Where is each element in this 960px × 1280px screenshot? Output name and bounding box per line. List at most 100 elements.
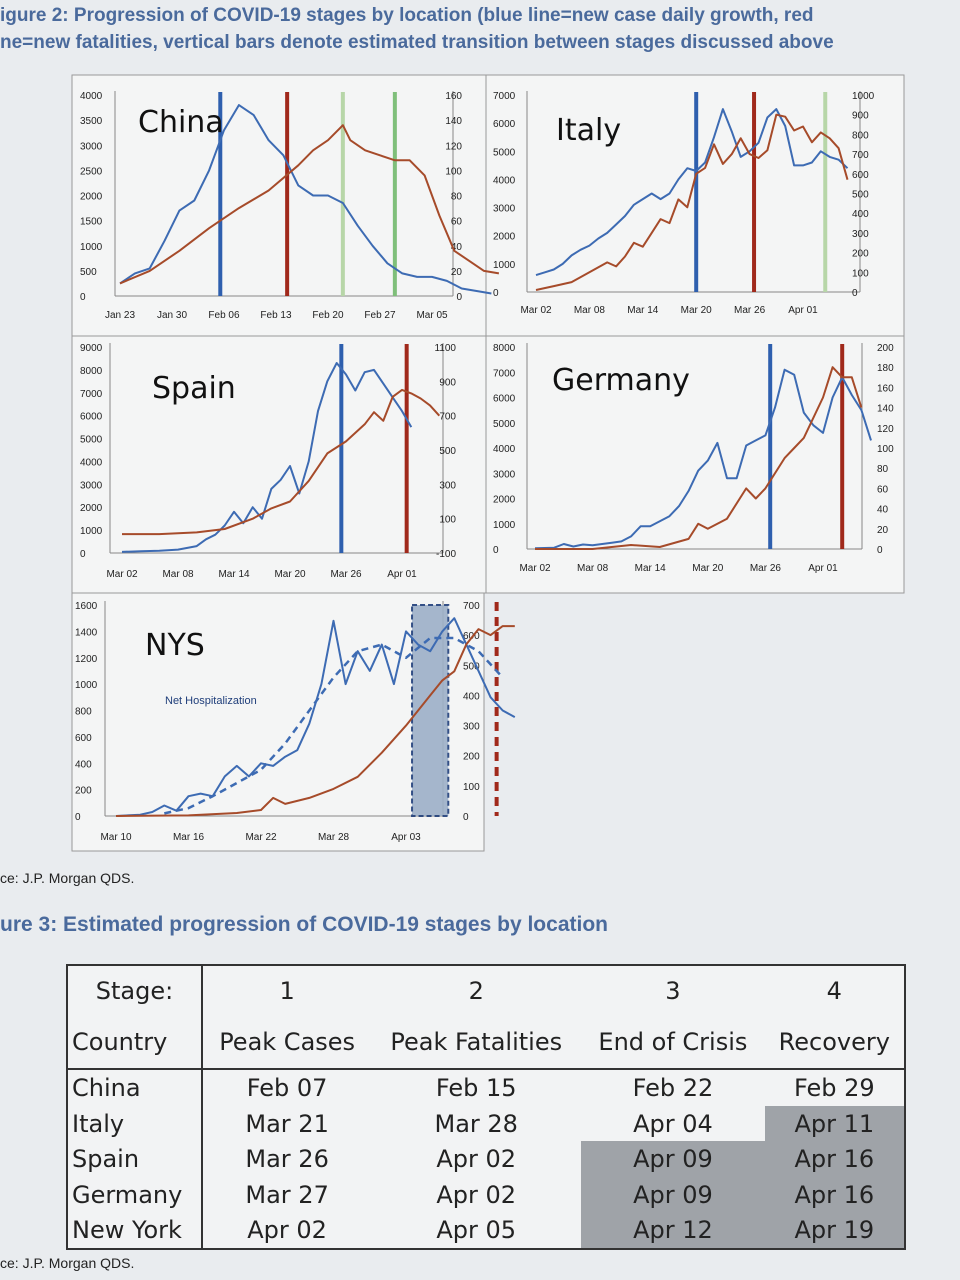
x-tick-label: Mar 08	[574, 305, 606, 316]
y-right-tick-label: 400	[463, 691, 480, 702]
stage-name: Peak Cases	[202, 1016, 372, 1070]
y-left-tick-label: 1000	[493, 520, 516, 531]
x-tick-label: Mar 05	[416, 310, 448, 321]
y-left-tick-label: 2000	[80, 503, 103, 514]
y-left-tick-label: 5000	[80, 435, 103, 446]
chart-annotation: Net Hospitalization	[165, 695, 257, 707]
x-tick-label: Mar 28	[318, 832, 350, 843]
y-left-tick-label: 3000	[493, 204, 516, 215]
y-left-tick-label: 400	[75, 759, 92, 770]
y-left-tick-label: 3000	[80, 141, 103, 152]
y-right-tick-label: 180	[877, 363, 894, 374]
y-left-tick-label: 800	[75, 707, 92, 718]
series-line-cases	[121, 362, 413, 553]
y-left-tick-label: 1500	[80, 217, 103, 228]
country-label: Country	[68, 1016, 203, 1070]
y-left-tick-label: 0	[493, 288, 499, 299]
date-cell: Apr 02	[436, 1180, 517, 1209]
date-cell: Mar 27	[245, 1180, 329, 1209]
y-right-tick-label: 160	[445, 91, 462, 102]
y-left-tick-label: 6000	[80, 412, 103, 423]
figure-2-title-line-2: ne=new fatalities, vertical bars denote …	[0, 32, 834, 53]
stage-number: 2	[468, 977, 484, 1006]
y-left-tick-label: 4000	[493, 175, 516, 186]
date-cell: Apr 16	[764, 1176, 904, 1213]
series-line-cases	[534, 368, 872, 550]
y-left-tick-label: 600	[75, 733, 92, 744]
x-tick-label: Mar 14	[218, 569, 250, 580]
y-left-tick-label: 0	[75, 812, 81, 823]
y-right-tick-label: 500	[852, 190, 869, 201]
country-cell: New York	[68, 1212, 203, 1248]
y-right-tick-label: 400	[852, 209, 869, 220]
y-right-tick-label: 200	[852, 249, 869, 260]
x-tick-label: Mar 22	[245, 832, 277, 843]
chart-title-italy: Italy	[556, 113, 621, 148]
y-left-tick-label: 6000	[493, 394, 516, 405]
country-cell: China	[68, 1068, 203, 1106]
table-row: New York Apr 02 Apr 05 Apr 12 Apr 19	[68, 1212, 904, 1248]
y-left-tick-label: 0	[80, 292, 86, 303]
date-cell: Mar 28	[434, 1109, 518, 1138]
stage-name: Recovery	[764, 1016, 904, 1070]
country-cell: Germany	[68, 1176, 203, 1213]
table-row: Italy Mar 21 Mar 28 Apr 04 Apr 11	[68, 1105, 904, 1142]
stage-number: 3	[665, 977, 681, 1006]
x-tick-label: Feb 06	[208, 310, 240, 321]
x-tick-label: Apr 01	[387, 569, 417, 580]
figure-2-source: ce: J.P. Morgan QDS.	[0, 870, 135, 886]
y-right-tick-label: 100	[463, 782, 480, 793]
y-right-tick-label: 20	[451, 267, 463, 278]
y-left-tick-label: 1400	[75, 627, 98, 638]
date-cell: Apr 02	[436, 1145, 517, 1174]
stage-number: 1	[279, 977, 295, 1006]
series-line-cases-dashed	[164, 636, 504, 815]
y-left-tick-label: 2000	[493, 232, 516, 243]
y-left-tick-label: 7000	[493, 368, 516, 379]
x-tick-label: Jan 23	[105, 310, 135, 321]
x-tick-label: Mar 10	[100, 832, 132, 843]
series-line-fatalities	[535, 113, 849, 291]
date-cell: Feb 15	[435, 1073, 517, 1102]
figure-3-title: ure 3: Estimated progression of COVID-19…	[0, 913, 608, 936]
table-row: China Feb 07 Feb 15 Feb 22 Feb 29	[68, 1068, 904, 1106]
y-right-tick-label: 40	[877, 505, 889, 516]
y-right-tick-label: 700	[463, 601, 480, 612]
stages-table: Stage: 1 2 3 4 Country Peak Cases Peak F…	[66, 964, 906, 1250]
y-right-tick-label: 60	[877, 484, 889, 495]
date-cell: Apr 11	[764, 1105, 904, 1142]
y-right-tick-label: 800	[852, 130, 869, 141]
y-right-tick-label: 200	[877, 343, 894, 354]
table-header-name-row: Country Peak Cases Peak Fatalities End o…	[68, 1016, 904, 1070]
table-body: China Feb 07 Feb 15 Feb 22 Feb 29 Italy Mar 2…	[68, 1068, 904, 1248]
y-right-tick-label: 80	[451, 192, 463, 203]
y-left-tick-label: 6000	[493, 119, 516, 130]
y-left-tick-label: 5000	[493, 147, 516, 158]
stage-label: Stage:	[68, 966, 203, 1017]
x-tick-label: Mar 02	[519, 563, 551, 574]
x-tick-label: Mar 02	[106, 569, 138, 580]
y-left-tick-label: 200	[75, 786, 92, 797]
date-cell: Feb 07	[246, 1073, 328, 1102]
chart-panels: 4000350030002500200015001000500016014012…	[71, 74, 905, 852]
y-left-tick-label: 2000	[80, 192, 103, 203]
y-right-tick-label: 40	[451, 242, 463, 253]
y-right-tick-label: 300	[852, 229, 869, 240]
y-right-tick-label: 300	[463, 722, 480, 733]
date-cell: Apr 02	[247, 1216, 327, 1245]
y-right-tick-label: -100	[436, 549, 456, 560]
y-right-tick-label: 100	[439, 515, 456, 526]
y-left-tick-label: 0	[493, 545, 499, 556]
x-tick-label: Mar 26	[734, 305, 766, 316]
x-tick-label: Mar 20	[274, 569, 306, 580]
date-cell: Feb 22	[632, 1073, 714, 1102]
y-left-tick-label: 1200	[75, 654, 98, 665]
figure-3-source: ce: J.P. Morgan QDS.	[0, 1255, 135, 1271]
y-right-tick-label: 160	[877, 383, 894, 394]
y-left-tick-label: 1000	[75, 680, 98, 691]
country-cell: Italy	[68, 1105, 203, 1142]
y-left-tick-label: 7000	[493, 91, 516, 102]
x-tick-label: Feb 20	[312, 310, 344, 321]
y-left-tick-label: 4000	[80, 457, 103, 468]
y-left-tick-label: 2000	[493, 495, 516, 506]
